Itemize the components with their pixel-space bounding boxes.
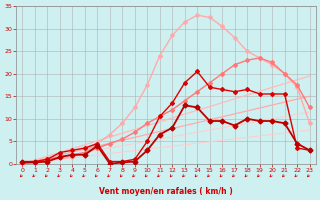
X-axis label: Vent moyen/en rafales ( km/h ): Vent moyen/en rafales ( km/h ) bbox=[99, 187, 233, 196]
